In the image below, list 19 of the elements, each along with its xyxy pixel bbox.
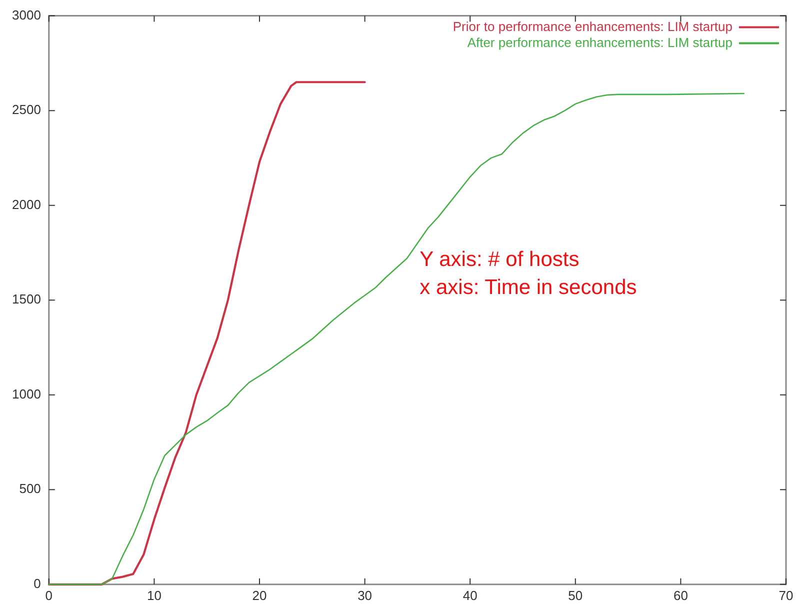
y-tick-label: 1500 xyxy=(12,292,41,307)
y-tick-label: 500 xyxy=(19,481,41,496)
x-tick-label: 30 xyxy=(358,588,372,603)
y-tick-label: 2000 xyxy=(12,196,41,212)
y-tick-label: 1000 xyxy=(12,386,41,402)
y-tick-label: 2500 xyxy=(12,102,41,118)
y-tick-label: 0 xyxy=(34,576,41,591)
y-tick-label: 3000 xyxy=(12,7,41,22)
x-tick-label: 10 xyxy=(146,588,162,603)
legend-label: Prior to performance enhancements: LIM startup xyxy=(452,18,732,34)
x-tick-label: 60 xyxy=(673,588,688,603)
x-tick-label: 70 xyxy=(778,588,794,603)
x-tick-label: 20 xyxy=(252,588,267,603)
x-tick-label: 50 xyxy=(568,588,583,603)
legend-label: After performance enhancements: LIM startup xyxy=(467,34,732,50)
x-tick-label: 0 xyxy=(45,588,53,603)
x-tick-label: 40 xyxy=(462,588,478,603)
annotation: x axis: Time in seconds xyxy=(420,276,637,300)
annotation: Y axis: # of hosts xyxy=(420,248,580,272)
